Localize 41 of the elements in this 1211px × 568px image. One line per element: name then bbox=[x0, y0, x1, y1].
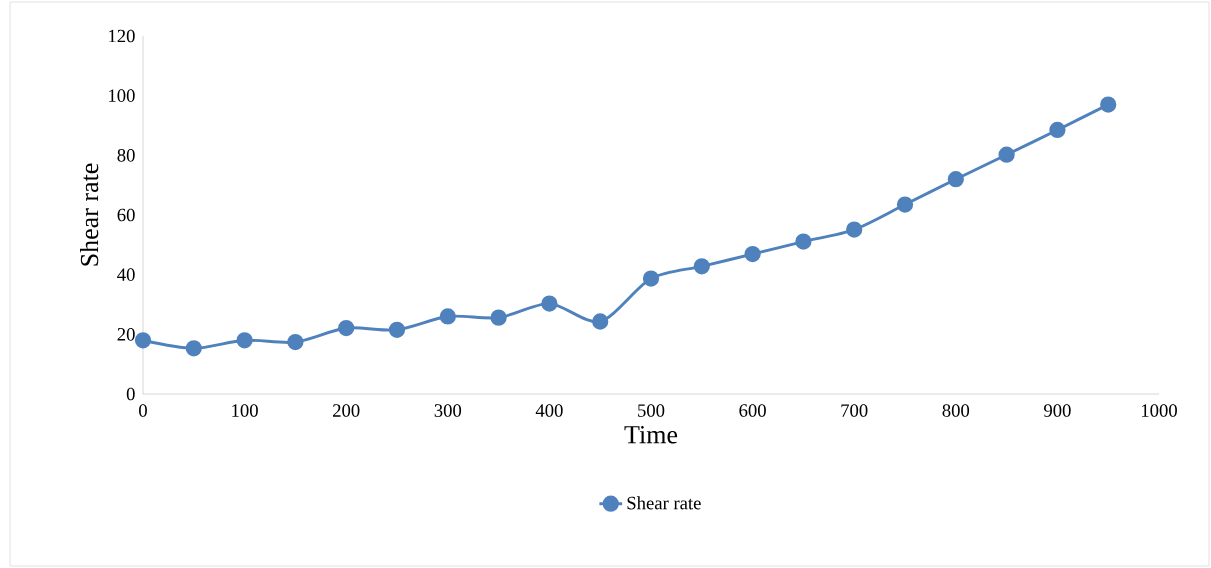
x-tick-label: 400 bbox=[535, 404, 563, 417]
y-axis-title: Shear rate bbox=[80, 163, 99, 266]
x-tick-label: 100 bbox=[232, 404, 258, 417]
point bbox=[134, 332, 152, 349]
x-tick-label: 700 bbox=[841, 404, 868, 417]
point bbox=[846, 221, 863, 238]
x-axis-title: Time bbox=[624, 425, 678, 444]
point bbox=[287, 333, 304, 351]
point bbox=[947, 171, 964, 188]
x-tick-label: 200 bbox=[333, 404, 360, 417]
point bbox=[338, 319, 355, 337]
point bbox=[592, 313, 609, 330]
y-tick-label: 80 bbox=[117, 149, 135, 162]
y-tick-label: 100 bbox=[109, 89, 135, 102]
x-tick-label: 300 bbox=[434, 404, 462, 417]
y-tick-label: 120 bbox=[109, 29, 135, 43]
point bbox=[1100, 96, 1117, 113]
point bbox=[693, 258, 710, 275]
y-tick-label: 60 bbox=[117, 208, 135, 222]
x-tick-label: 600 bbox=[739, 404, 766, 417]
y-tick-label: 20 bbox=[117, 328, 135, 341]
x-tick-label: 800 bbox=[942, 404, 970, 417]
point bbox=[388, 321, 406, 338]
point bbox=[744, 245, 761, 263]
point bbox=[541, 295, 558, 312]
x-tick-label: 0 bbox=[139, 404, 147, 417]
point bbox=[185, 340, 202, 357]
point bbox=[1049, 121, 1066, 139]
x-tick-label: 1000 bbox=[1141, 404, 1177, 417]
x-tick-label: 900 bbox=[1044, 404, 1071, 417]
y-tick-label: 0 bbox=[126, 387, 135, 401]
point bbox=[896, 196, 914, 213]
point bbox=[795, 233, 812, 250]
x-tick-label: 500 bbox=[638, 404, 665, 417]
point bbox=[439, 308, 456, 325]
point bbox=[490, 309, 507, 326]
point bbox=[236, 332, 253, 349]
point bbox=[642, 270, 660, 287]
point bbox=[998, 146, 1015, 163]
y-tick-label: 40 bbox=[117, 268, 135, 281]
legend-label: Shear rate bbox=[627, 496, 701, 510]
